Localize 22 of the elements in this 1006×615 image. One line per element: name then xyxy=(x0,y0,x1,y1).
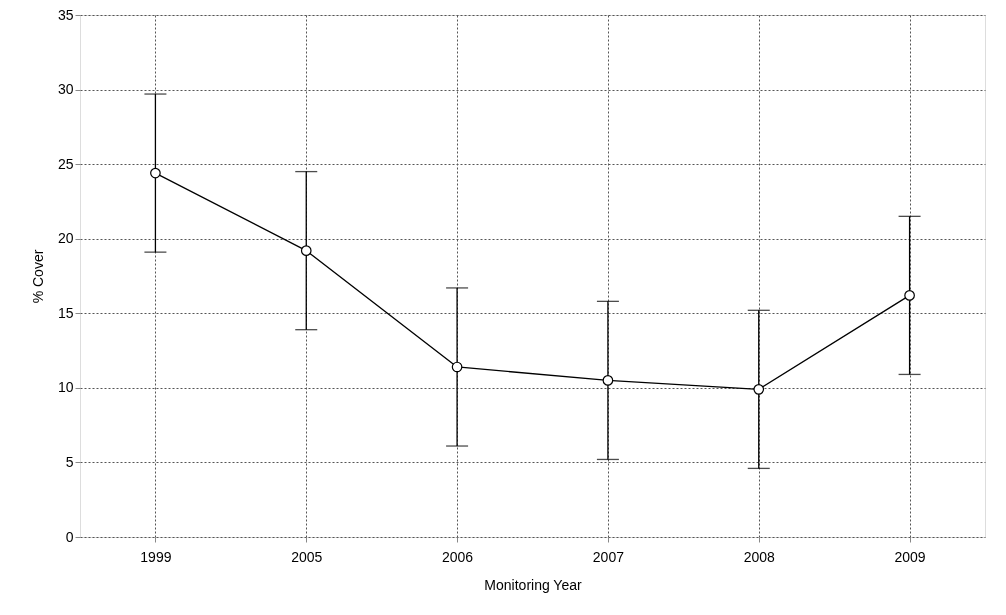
y-tick-label: 15 xyxy=(57,304,74,321)
point xyxy=(904,290,915,301)
y-tick-label: 25 xyxy=(57,155,74,172)
y-tick-label: 30 xyxy=(57,81,74,98)
point xyxy=(150,167,161,179)
x-tick-label: 2005 xyxy=(291,548,323,565)
x-tick-label: 2009 xyxy=(894,548,926,565)
x-tick-label: 2007 xyxy=(592,548,625,565)
point xyxy=(300,245,312,256)
point xyxy=(602,375,614,386)
x-tick-label: 1999 xyxy=(140,548,172,565)
x-tick-label: 2006 xyxy=(442,548,474,565)
y-tick-label: 20 xyxy=(57,230,74,247)
x-tick-label: 2008 xyxy=(743,548,776,565)
point xyxy=(753,384,765,395)
y-tick-label: 0 xyxy=(65,528,74,545)
y-tick-label: 35 xyxy=(57,6,74,23)
y-tick-label: 10 xyxy=(57,379,74,396)
x-axis-title: Monitoring Year xyxy=(484,576,582,593)
y-tick-label: 5 xyxy=(65,453,74,470)
y-axis-title: % Cover xyxy=(29,249,46,304)
point xyxy=(451,361,463,373)
